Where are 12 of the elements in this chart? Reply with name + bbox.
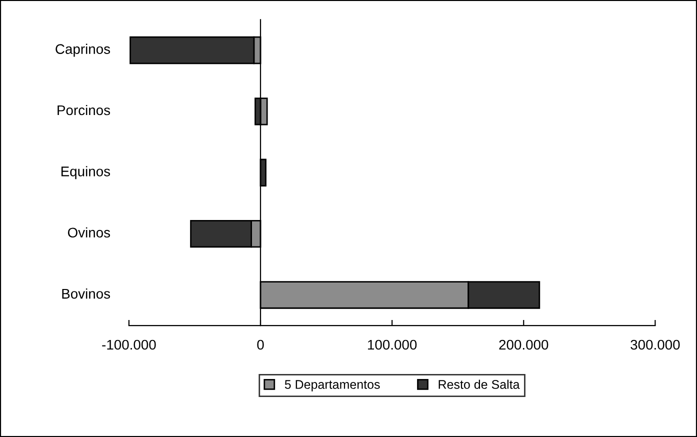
y-tick-label: Equinos <box>61 166 110 180</box>
y-tick-label: Bovinos <box>62 288 110 299</box>
y-tick-label: Porcinos <box>58 104 110 116</box>
y-tick-label: Caprinos <box>56 44 110 57</box>
legend-label: 5 Departamentos <box>284 380 380 392</box>
x-tick-label: -100.000 <box>102 340 156 350</box>
x-tick-label: 300.000 <box>630 340 680 350</box>
x-tick-label: 0 <box>257 340 264 350</box>
y-tick-label: Ovinos <box>68 227 110 238</box>
x-tick-label: 200.000 <box>499 340 548 350</box>
legend-label: Resto de Salta <box>438 380 520 389</box>
x-tick-label: 100.000 <box>368 340 417 350</box>
